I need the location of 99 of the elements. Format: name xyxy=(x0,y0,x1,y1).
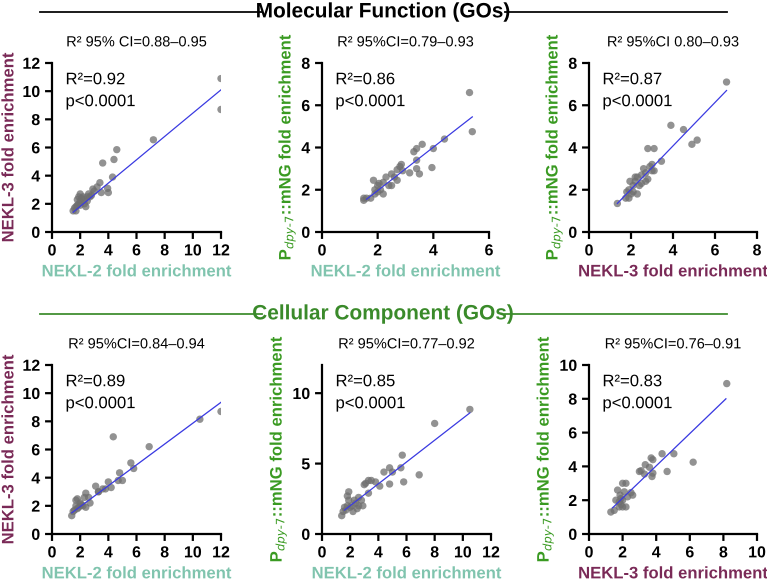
x-tick-label: 2 xyxy=(374,244,382,256)
annotation: p<0.0001 xyxy=(66,94,135,110)
x-tick-label: 0 xyxy=(48,244,56,256)
y-tick-label: 0 xyxy=(568,528,577,540)
y-tick-label: 6 xyxy=(32,444,40,456)
x-tick-label: 10 xyxy=(749,546,766,558)
chart-subtitle: R² 95%CI=0.84–0.94 xyxy=(69,338,204,348)
x-tick-label: 4 xyxy=(652,546,661,558)
x-tick-label: 10 xyxy=(454,546,472,558)
x-tick-label: 12 xyxy=(483,546,500,558)
x-tick-label: 4 xyxy=(104,244,113,256)
annotation: R²=0.85 xyxy=(336,374,395,386)
x-tick-label: 8 xyxy=(430,546,439,558)
annotation: p<0.0001 xyxy=(604,94,672,110)
y-tick-label: 0 xyxy=(568,226,577,238)
y-tick-label: 4 xyxy=(568,461,578,472)
x-axis-title: NEKL-2 fold enrichment xyxy=(42,264,232,276)
y-axis-title: P$_{dpy-7}$::mNG fold enrichment xyxy=(536,336,554,562)
y-tick-label: 6 xyxy=(32,142,40,154)
y-axis-title: NEKL-3 fold enrichment xyxy=(1,354,14,544)
y-tick-label: 8 xyxy=(302,58,310,69)
annotation: R²=0.83 xyxy=(604,374,662,386)
y-tick-label: 6 xyxy=(302,100,310,112)
x-tick-label: 6 xyxy=(132,546,140,558)
x-tick-label: 8 xyxy=(160,244,169,256)
x-tick-label: 2 xyxy=(76,244,84,256)
x-tick-label: 4 xyxy=(374,546,383,558)
x-tick-label: 6 xyxy=(686,546,694,558)
chart-title: Cellular Component (GOs) xyxy=(253,304,513,324)
chart-title: Molecular Function (GOs) xyxy=(257,2,510,22)
y-tick-label: 2 xyxy=(32,500,40,512)
x-tick-label: 8 xyxy=(160,546,169,558)
y-tick-label: 8 xyxy=(32,416,40,428)
chart-subtitle: R² 95%CI=0.76–0.91 xyxy=(606,338,741,348)
annotation: R²=0.89 xyxy=(66,374,124,386)
x-tick-label: 2 xyxy=(618,546,626,558)
x-tick-label: 10 xyxy=(184,546,202,558)
annotation: R²=0.87 xyxy=(604,72,662,84)
chart-subtitle: R² 95%CI=0.79–0.93 xyxy=(338,36,474,46)
y-tick-label: 2 xyxy=(302,184,310,196)
y-axis-title: P$_{dpy-7}$::mNG fold enrichment xyxy=(270,336,287,562)
x-axis-title: NEKL-2 fold enrichment xyxy=(312,566,502,578)
annotation: R²=0.92 xyxy=(66,72,124,84)
y-tick-label: 0 xyxy=(302,226,310,238)
y-tick-label: 4 xyxy=(32,170,40,182)
y-tick-label: 12 xyxy=(23,360,40,371)
x-tick-label: 6 xyxy=(402,546,410,558)
x-tick-label: 2 xyxy=(346,546,354,558)
annotation: p<0.0001 xyxy=(336,94,405,110)
y-axis-title: P$_{dpy-7}$::mNG fold enrichment xyxy=(545,34,563,260)
y-tick-label: 6 xyxy=(568,100,577,112)
y-axis-title: P$_{dpy-7}$::mNG fold enrichment xyxy=(278,34,296,260)
y-tick-label: 8 xyxy=(568,58,577,69)
y-tick-label: 4 xyxy=(302,142,310,154)
x-tick-label: 4 xyxy=(668,244,678,256)
x-tick-label: 4 xyxy=(429,244,438,256)
x-tick-label: 2 xyxy=(76,546,84,558)
y-tick-label: 10 xyxy=(23,388,40,400)
annotation: p<0.0001 xyxy=(604,396,672,412)
y-tick-label: 0 xyxy=(302,528,310,540)
y-tick-label: 10 xyxy=(293,388,310,400)
y-tick-label: 2 xyxy=(568,184,577,196)
x-tick-label: 12 xyxy=(213,244,230,256)
annotation: p<0.0001 xyxy=(66,396,135,412)
y-tick-label: 10 xyxy=(560,360,577,371)
x-tick-label: 6 xyxy=(132,244,140,256)
chart-subtitle: R² 95% CI=0.88–0.95 xyxy=(67,36,206,46)
x-tick-label: 0 xyxy=(318,244,326,256)
x-tick-label: 2 xyxy=(627,244,635,256)
x-axis-title: NEKL-2 fold enrichment xyxy=(312,264,500,276)
y-tick-label: 0 xyxy=(32,226,40,238)
x-tick-label: 0 xyxy=(318,546,326,558)
x-tick-label: 8 xyxy=(719,546,728,558)
chart-subtitle: R² 95%CI=0.77–0.92 xyxy=(339,338,474,348)
y-tick-label: 6 xyxy=(568,427,577,439)
y-tick-label: 10 xyxy=(23,86,40,98)
x-tick-label: 10 xyxy=(184,244,202,256)
x-tick-label: 8 xyxy=(753,244,761,256)
y-tick-label: 8 xyxy=(32,114,40,126)
annotation: p<0.0001 xyxy=(336,396,405,412)
x-tick-label: 6 xyxy=(711,244,719,256)
y-tick-label: 4 xyxy=(32,472,40,484)
y-tick-label: 4 xyxy=(568,142,578,154)
x-tick-label: 0 xyxy=(48,546,56,558)
y-tick-label: 2 xyxy=(568,494,577,506)
x-tick-label: 0 xyxy=(585,546,593,558)
x-tick-label: 4 xyxy=(104,546,113,558)
annotation: R²=0.86 xyxy=(336,72,394,84)
y-tick-label: 5 xyxy=(302,458,310,470)
y-tick-label: 2 xyxy=(32,198,40,210)
y-tick-label: 8 xyxy=(568,393,577,405)
x-tick-label: 0 xyxy=(585,244,593,256)
chart-subtitle: R² 95%CI 0.80–0.93 xyxy=(608,36,738,46)
x-tick-label: 12 xyxy=(213,546,230,558)
y-tick-label: 0 xyxy=(32,528,40,540)
x-tick-label: 6 xyxy=(485,244,493,256)
x-axis-title: NEKL-2 fold enrichment xyxy=(42,566,232,578)
y-axis-title: NEKL-3 fold enrichment xyxy=(1,52,14,242)
y-tick-label: 12 xyxy=(23,58,40,69)
